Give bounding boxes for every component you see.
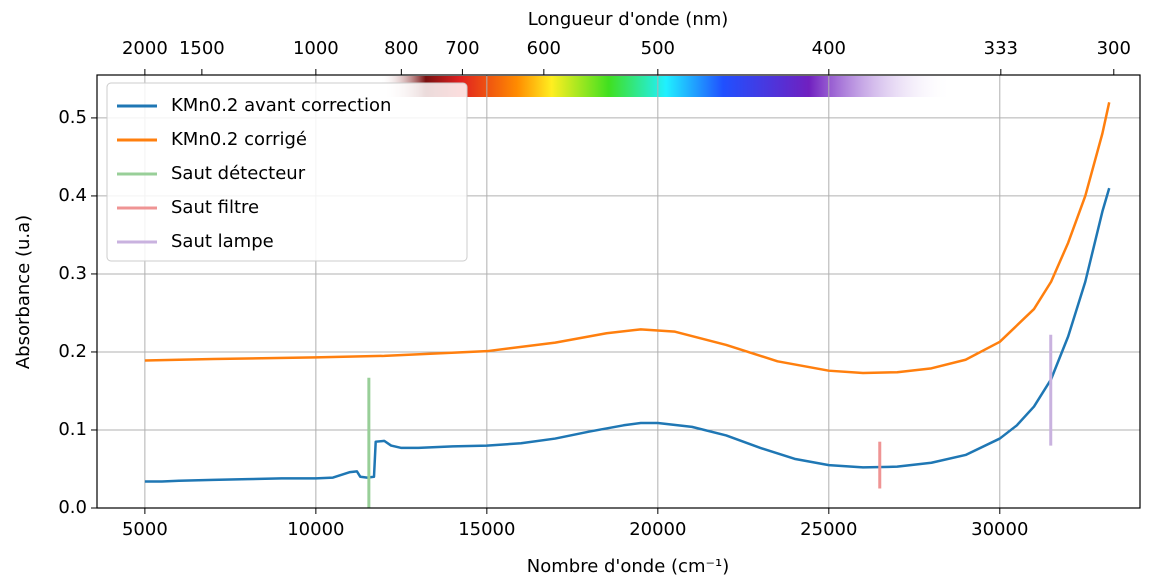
top-tick-label: 500 <box>641 38 675 59</box>
top-tick-label: 300 <box>1097 38 1131 59</box>
x-tick-label: 30000 <box>971 519 1028 540</box>
top-tick-label: 1000 <box>293 38 339 59</box>
legend-label: KMn0.2 avant correction <box>171 95 391 116</box>
y-axis-title: Absorbance (u.a) <box>13 215 34 369</box>
x-tick-label: 10000 <box>287 519 344 540</box>
top-tick-label: 2000 <box>122 38 168 59</box>
y-tick-label: 0.0 <box>58 497 87 518</box>
y-tick-label: 0.3 <box>58 263 87 284</box>
x-tick-label: 25000 <box>800 519 857 540</box>
y-tick-label: 0.2 <box>58 341 87 362</box>
top-tick-label: 400 <box>812 38 846 59</box>
plot-frame <box>96 74 1141 509</box>
y-tick-label: 0.5 <box>58 107 87 128</box>
top-tick-label: 800 <box>384 38 418 59</box>
x-tick-label: 5000 <box>122 519 168 540</box>
x-axis-title: Nombre d'onde (cm⁻¹) <box>527 556 729 577</box>
legend-box <box>106 82 468 262</box>
x-tick-label: 15000 <box>458 519 515 540</box>
top-tick-label: 700 <box>445 38 479 59</box>
series-line <box>144 187 1111 483</box>
series-line <box>144 102 1111 375</box>
legend: KMn0.2 avant correction KMn0.2 corrigé Sau… <box>106 82 468 262</box>
top-tick-label: 600 <box>527 38 561 59</box>
top-tick-label: 333 <box>984 38 1018 59</box>
legend-label: Saut détecteur <box>171 163 306 184</box>
legend-label: KMn0.2 corrigé <box>171 129 307 150</box>
x-tick-label: 20000 <box>629 519 686 540</box>
legend-label: Saut lampe <box>171 231 274 252</box>
spectrum-bar <box>380 76 952 97</box>
legend-label: Saut filtre <box>171 197 259 218</box>
y-tick-label: 0.1 <box>58 419 87 440</box>
top-tick-label: 1500 <box>179 38 225 59</box>
top-axis-title: Longueur d'onde (nm) <box>528 9 729 30</box>
y-tick-label: 0.4 <box>58 185 87 206</box>
